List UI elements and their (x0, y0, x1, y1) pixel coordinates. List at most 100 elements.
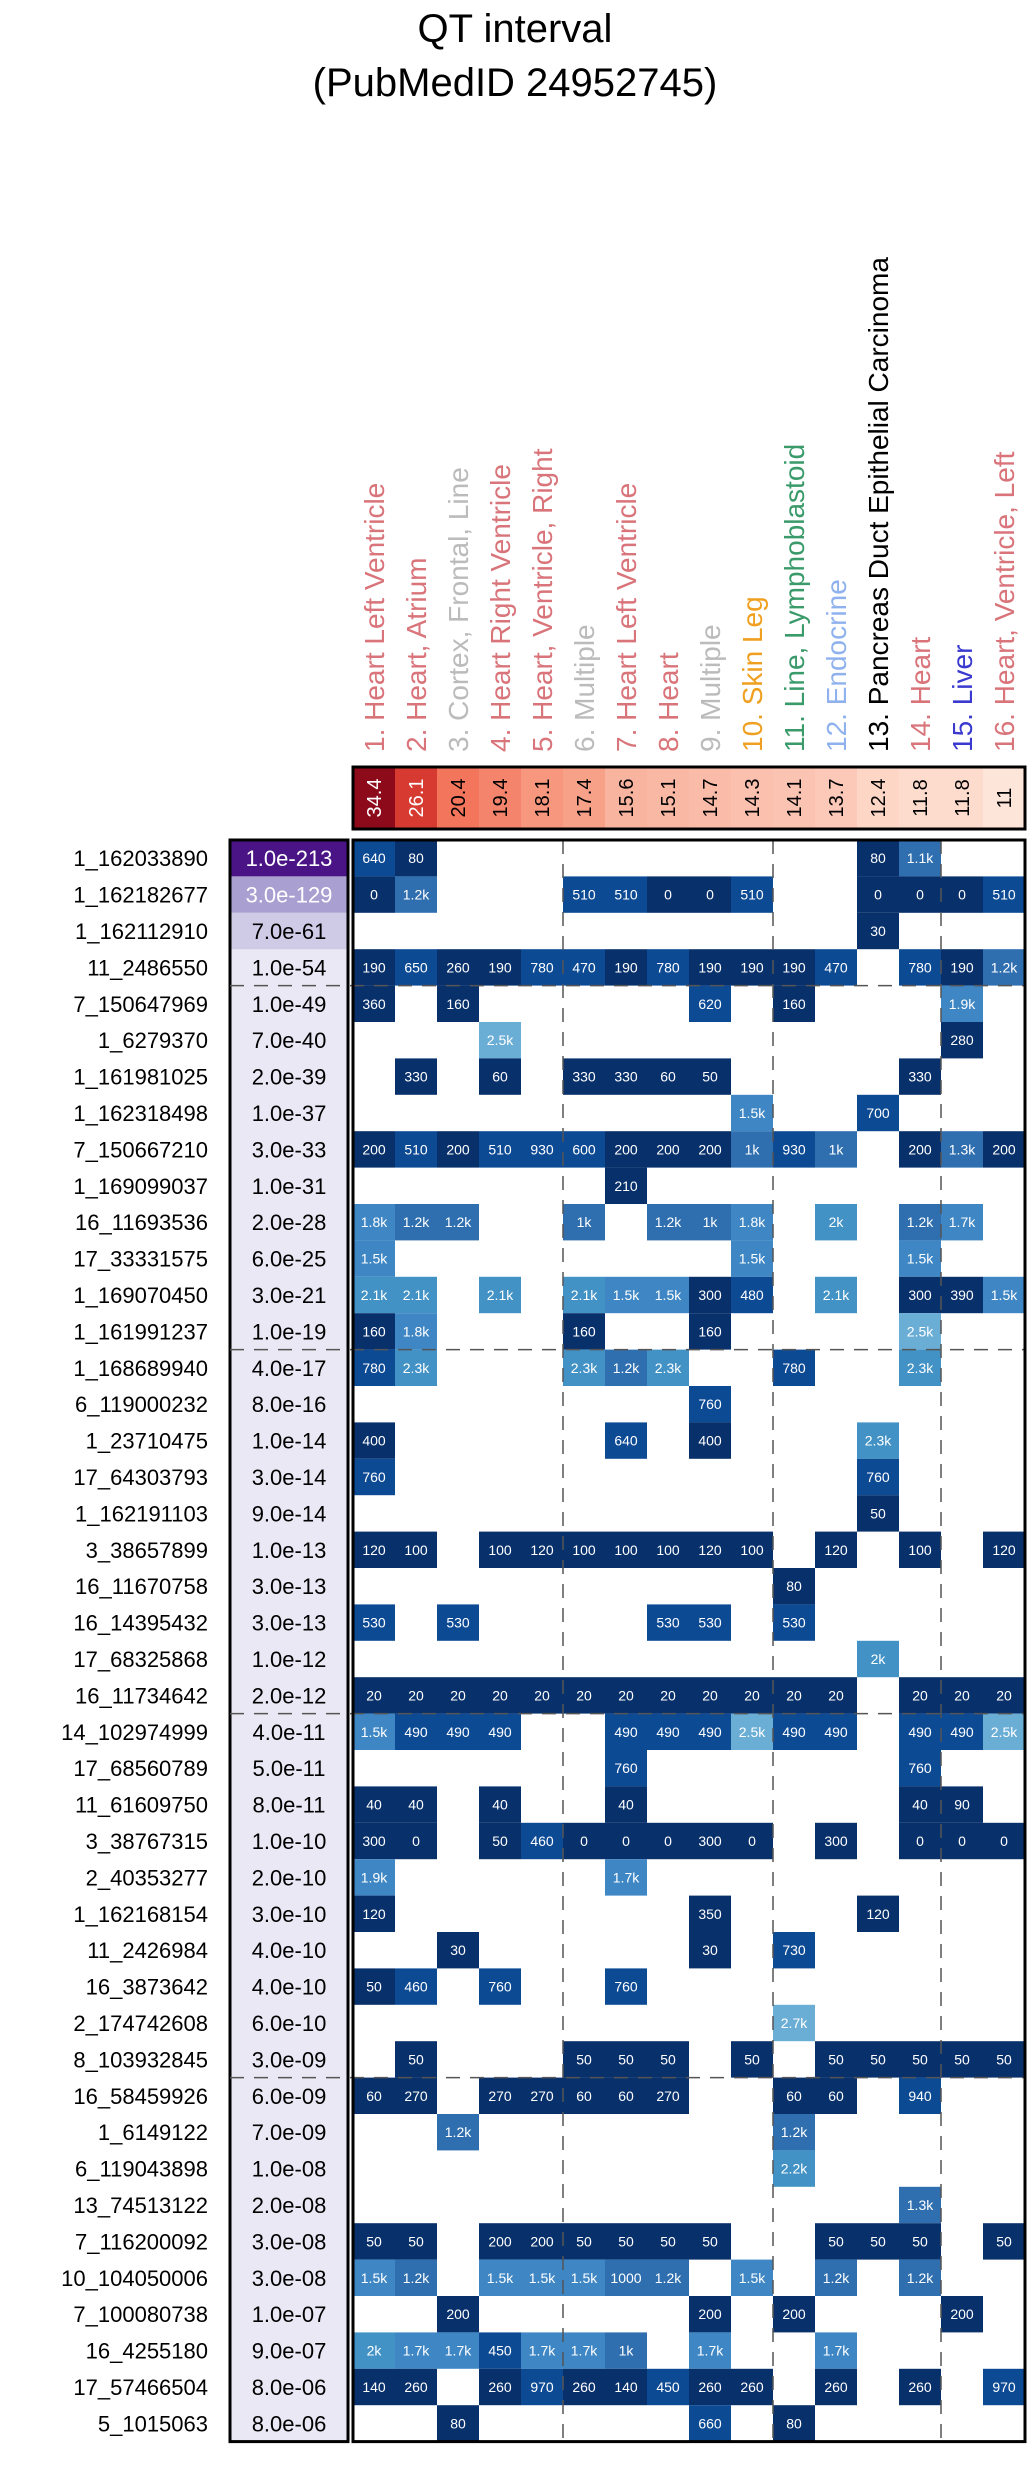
heatmap-cell (353, 1822, 395, 1860)
heatmap-cell (605, 1968, 647, 2005)
heatmap-cell-label: 0 (412, 1833, 420, 1849)
heatmap-cell-label: 1.3k (907, 2197, 934, 2213)
heatmap-cell (689, 2223, 731, 2260)
heatmap-cell-label: 260 (446, 959, 470, 975)
pvalue-label: 6.0e-10 (252, 2011, 327, 2036)
heatmap-cell-label: 2.5k (739, 1724, 766, 1740)
heatmap-cell-label: 450 (656, 2379, 680, 2395)
heatmap-cell (689, 1932, 731, 1969)
column-label: 14. Heart (905, 637, 936, 752)
heatmap-cell (353, 1276, 395, 1314)
heatmap-cell (395, 1058, 437, 1095)
heatmap-cell (941, 949, 983, 986)
heatmap-cell-label: 930 (530, 1141, 554, 1157)
pvalue-border (228, 838, 350, 2444)
row-label: 16_58459926 (73, 2084, 208, 2109)
heatmap-cell (899, 2368, 941, 2406)
pvalue-label: 1.0e-12 (252, 1647, 327, 1672)
heatmap-cell-label: 1.5k (361, 2270, 388, 2286)
pvalue-label: 1.0e-07 (252, 2302, 327, 2327)
heatmap-cell-label: 1.8k (361, 1214, 388, 1230)
heatmap-cell (521, 949, 563, 986)
pvalue-label: 1.0e-49 (252, 992, 327, 1017)
heatmap-cell-label: 50 (618, 2051, 634, 2067)
heatmap-cell-label: 50 (702, 1069, 718, 1085)
heatmap-cell-label: 200 (908, 1141, 932, 1157)
row-label: 17_68325868 (73, 1647, 208, 1672)
heatmap-cell (563, 1822, 605, 1860)
heatmap-cell-label: 20 (366, 1687, 382, 1703)
heatmap-cell-label: 120 (362, 1542, 386, 1558)
heatmap-cell (353, 1895, 395, 1932)
heatmap-cell (773, 2405, 815, 2442)
column-label: 2. Heart, Atrium (401, 557, 432, 752)
row-label: 1_162033890 (73, 846, 208, 871)
heatmap-cell-label: 470 (824, 959, 848, 975)
heatmap-cell-label: 1000 (610, 2270, 641, 2286)
heatmap-cell (563, 1058, 605, 1095)
heatmap-cell-label: 160 (362, 1323, 386, 1339)
row-label: 16_14395432 (73, 1611, 208, 1636)
heatmap-cell (605, 1786, 647, 1823)
heatmap-cell (689, 1604, 731, 1641)
column-score-label: 18.1 (532, 779, 554, 818)
pvalue-label: 4.0e-10 (252, 1938, 327, 1963)
heatmap-cell-label: 80 (786, 1578, 802, 1594)
heatmap-cell-label: 140 (614, 2379, 638, 2395)
heatmap-cell (689, 1822, 731, 1860)
heatmap-cell (899, 949, 941, 986)
heatmap-cell (689, 1058, 731, 1095)
heatmap-cell (437, 2114, 479, 2151)
heatmap-cell (563, 2077, 605, 2114)
heatmap-cell (353, 1458, 395, 1496)
heatmap-cell-label: 460 (404, 1979, 428, 1995)
heatmap-cell (983, 876, 1025, 913)
heatmap-cell-label: 2.2k (781, 2161, 808, 2177)
pvalue-label: 4.0e-10 (252, 1975, 327, 2000)
heatmap-cell (941, 2296, 983, 2333)
heatmap-cell-label: 1.2k (655, 1214, 682, 1230)
heatmap-cell (437, 1932, 479, 1969)
heatmap-cell (521, 1677, 563, 1714)
heatmap-cell-label: 330 (908, 1069, 932, 1085)
heatmap-cell (689, 949, 731, 986)
heatmap-cell (605, 1131, 647, 1168)
column-label: 10. Skin Leg (737, 596, 768, 752)
heatmap-cell (647, 1677, 689, 1714)
heatmap-cell-label: 1.7k (949, 1214, 976, 1230)
heatmap-cell-label: 490 (614, 1724, 638, 1740)
heatmap-cell-label: 510 (614, 887, 638, 903)
heatmap-cell-label: 660 (698, 2415, 722, 2431)
heatmap-cell-label: 20 (828, 1687, 844, 1703)
heatmap-cell (605, 2368, 647, 2406)
heatmap-cell (563, 1349, 605, 1386)
heatmap-cell (479, 1713, 521, 1750)
heatmap-cell-label: 300 (908, 1287, 932, 1303)
heatmap-cell (479, 1131, 521, 1168)
pvalue-label: 3.0e-21 (252, 1283, 327, 1308)
heatmap-cell-label: 780 (656, 959, 680, 975)
heatmap-cell (605, 876, 647, 913)
heatmap-cell (437, 1131, 479, 1168)
column-label: 11. Line, Lymphoblastoid (779, 444, 810, 752)
heatmap-cell-label: 930 (782, 1141, 806, 1157)
column-label: 8. Heart (653, 652, 684, 752)
heatmap-cell (941, 1786, 983, 1823)
pvalue-label: 9.0e-14 (252, 1501, 327, 1526)
heatmap-cell (437, 2405, 479, 2442)
pvalue-label: 1.0e-14 (252, 1429, 327, 1454)
heatmap-cell-label: 190 (950, 959, 974, 975)
heatmap-cell (941, 1822, 983, 1860)
heatmap-cell (563, 2259, 605, 2296)
heatmap-cell (563, 1276, 605, 1314)
heatmap-cell (563, 2332, 605, 2369)
heatmap-cell-label: 1.5k (655, 1287, 682, 1303)
heatmap-cell (941, 985, 983, 1022)
heatmap-cell-label: 200 (488, 2233, 512, 2249)
heatmap-cell-label: 270 (656, 2088, 680, 2104)
row-label: 5_1015063 (98, 2411, 208, 2436)
heatmap-cell-label: 20 (786, 1687, 802, 1703)
pvalue-label: 3.0e-33 (252, 1137, 327, 1162)
heatmap-cell (899, 876, 941, 913)
heatmap-cell (857, 2041, 899, 2078)
